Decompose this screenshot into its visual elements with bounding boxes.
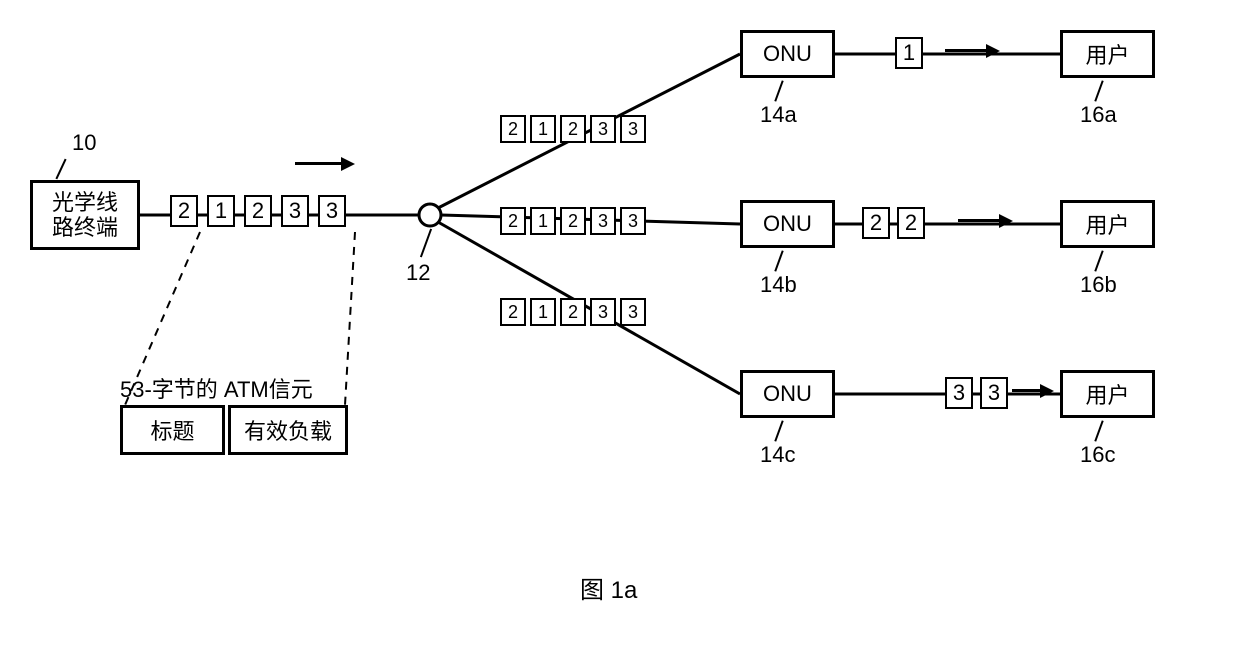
onu-box-2: ONU [740, 200, 835, 248]
atm-payload-box: 有效负载 [228, 405, 348, 455]
cell-out2-0: 2 [862, 207, 890, 239]
cell-out1-0: 1 [895, 37, 923, 69]
user-box-1: 用户 [1060, 30, 1155, 78]
figure-caption: 图 1a [580, 570, 637, 605]
atm-payload: 有效负载 [244, 414, 332, 446]
cell-out3-1: 3 [980, 377, 1008, 409]
onu-box-3: ONU [740, 370, 835, 418]
cell-branch3-0: 2 [500, 298, 526, 326]
onu-label-1: ONU [763, 41, 812, 67]
cell-out3-0: 3 [945, 377, 973, 409]
cell-main-0: 2 [170, 195, 198, 227]
user-label-3: 用户 [1085, 378, 1129, 410]
olt-line2: 路终端 [52, 215, 118, 240]
cell-branch3-3: 3 [590, 298, 616, 326]
user-label-1: 用户 [1085, 38, 1129, 70]
user-ref-1: 16a [1080, 102, 1117, 128]
cell-branch2-0: 2 [500, 207, 526, 235]
cell-branch1-4: 3 [620, 115, 646, 143]
cell-branch1-3: 3 [590, 115, 616, 143]
olt-line1: 光学线 [52, 190, 118, 215]
onu-ref-1: 14a [760, 102, 797, 128]
olt-box: 光学线 路终端 [30, 180, 140, 250]
onu-ref-3: 14c [760, 442, 795, 468]
cell-branch3-4: 3 [620, 298, 646, 326]
cell-branch1-2: 2 [560, 115, 586, 143]
cell-branch2-3: 3 [590, 207, 616, 235]
olt-ref: 10 [72, 130, 96, 156]
cell-branch3-1: 1 [530, 298, 556, 326]
user-label-2: 用户 [1085, 208, 1129, 240]
cell-branch2-4: 3 [620, 207, 646, 235]
onu-label-3: ONU [763, 381, 812, 407]
cell-branch1-0: 2 [500, 115, 526, 143]
cell-main-2: 2 [244, 195, 272, 227]
onu-ref-2: 14b [760, 272, 797, 298]
user-box-3: 用户 [1060, 370, 1155, 418]
user-ref-3: 16c [1080, 442, 1115, 468]
atm-header: 标题 [150, 414, 194, 446]
cell-main-4: 3 [318, 195, 346, 227]
cell-main-3: 3 [281, 195, 309, 227]
cell-branch2-2: 2 [560, 207, 586, 235]
cell-branch3-2: 2 [560, 298, 586, 326]
splitter-ref: 12 [406, 260, 430, 286]
cell-branch1-1: 1 [530, 115, 556, 143]
cell-branch2-1: 1 [530, 207, 556, 235]
onu-box-1: ONU [740, 30, 835, 78]
cell-main-1: 1 [207, 195, 235, 227]
atm-title: 53-字节的 ATM信元 [120, 372, 313, 404]
user-box-2: 用户 [1060, 200, 1155, 248]
atm-header-box: 标题 [120, 405, 225, 455]
user-ref-2: 16b [1080, 272, 1117, 298]
cell-out2-1: 2 [897, 207, 925, 239]
onu-label-2: ONU [763, 211, 812, 237]
